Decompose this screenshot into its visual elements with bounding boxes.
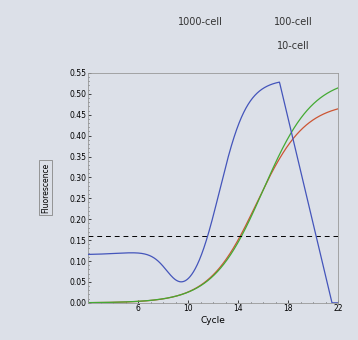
Text: 100-cell: 100-cell bbox=[274, 17, 313, 27]
Text: 1000-cell: 1000-cell bbox=[178, 17, 223, 27]
Text: 10-cell: 10-cell bbox=[277, 41, 310, 51]
X-axis label: Cycle: Cycle bbox=[201, 316, 226, 325]
Text: Fluorescence: Fluorescence bbox=[41, 163, 50, 213]
